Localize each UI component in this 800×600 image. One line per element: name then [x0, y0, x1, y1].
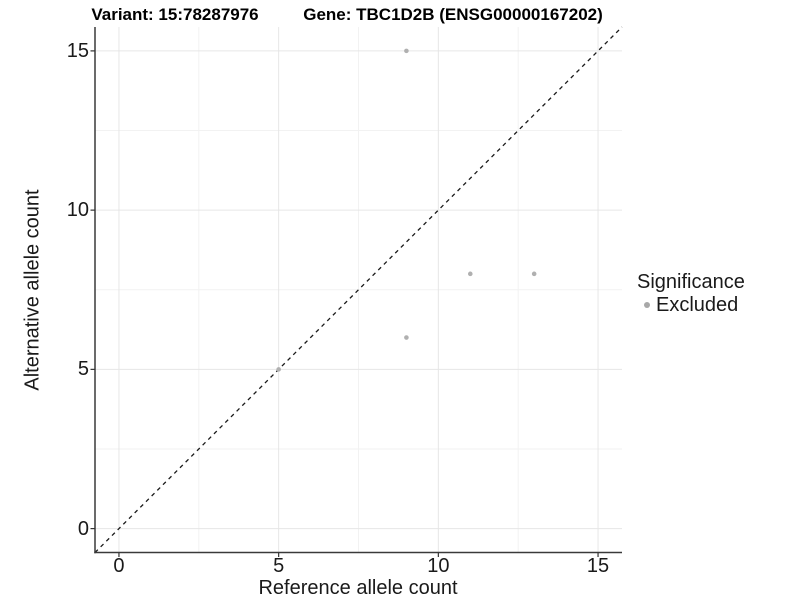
- y-tick-label: 5: [77, 358, 89, 381]
- x-tick-label: 15: [586, 555, 610, 577]
- legend: Significance Excluded: [637, 271, 745, 316]
- data-point: [531, 271, 537, 277]
- excluded-point-icon: [644, 302, 650, 308]
- plot-title-gene: Gene: TBC1D2B (ENSG00000167202): [303, 5, 603, 24]
- data-point: [404, 48, 409, 54]
- data-point: [467, 271, 473, 277]
- x-tick-label: 10: [427, 555, 450, 577]
- x-tick-label: 0: [113, 555, 125, 577]
- data-point: [276, 367, 281, 372]
- legend-entry-excluded: Excluded: [637, 294, 745, 316]
- x-tick-label: 5: [273, 555, 285, 577]
- data-point: [404, 335, 409, 340]
- y-tick-label: 0: [77, 517, 89, 540]
- plot-title-variant: Variant: 15:78287976: [91, 5, 259, 24]
- legend-title: Significance: [637, 271, 745, 293]
- y-tick-label: 10: [66, 199, 89, 222]
- legend-entry-label: Excluded: [656, 294, 739, 316]
- y-tick-label: 15: [66, 39, 89, 62]
- x-axis-title: Reference allele count: [258, 577, 458, 599]
